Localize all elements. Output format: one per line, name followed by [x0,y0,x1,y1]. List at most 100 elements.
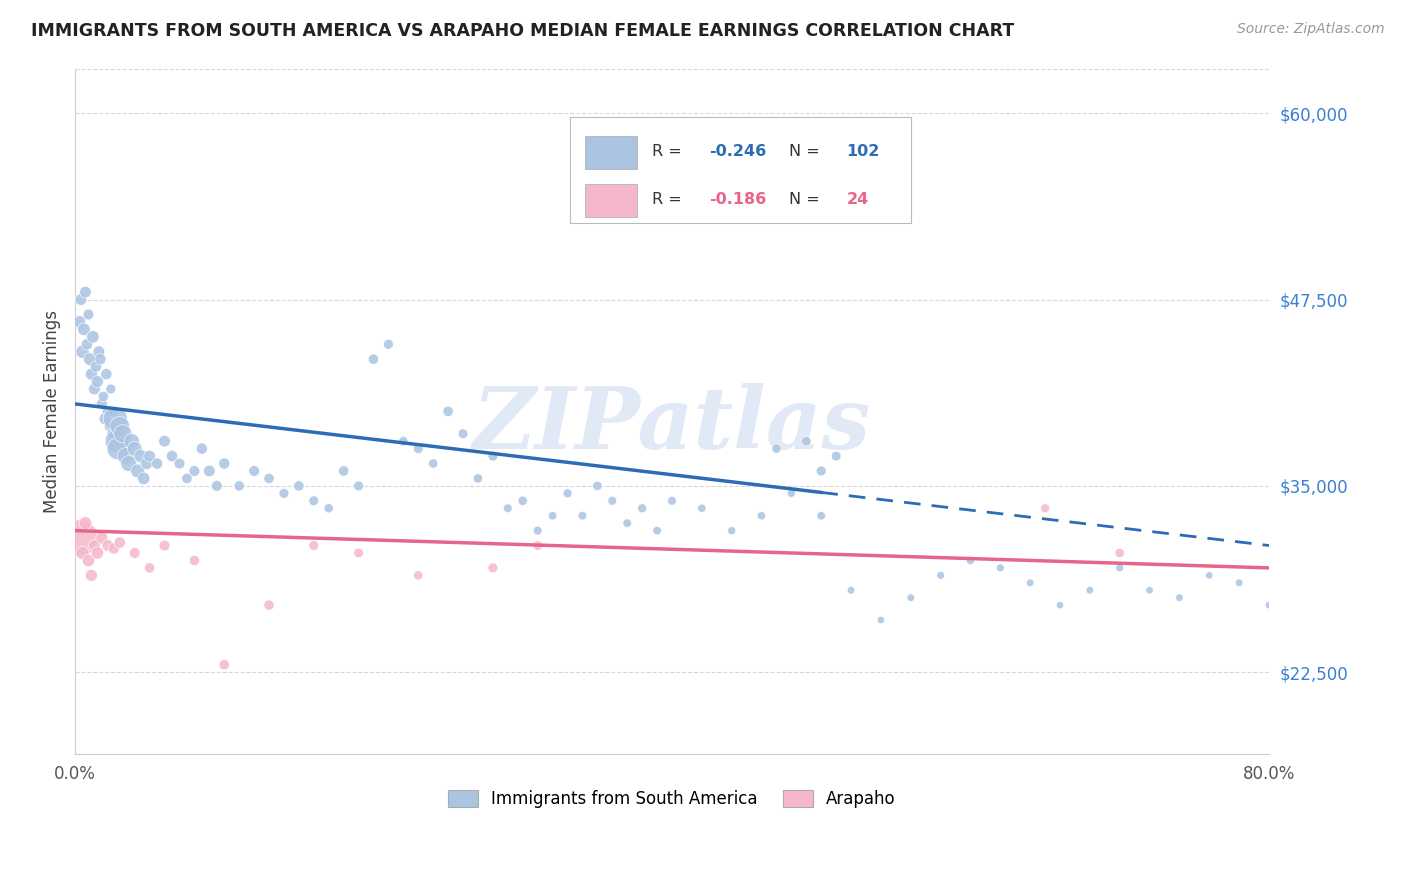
Point [720,524,742,538]
Point [839,583,862,598]
Point [810,508,832,523]
Point [135,457,157,471]
Point [751,508,773,523]
FancyBboxPatch shape [571,117,911,223]
Point [332,464,354,478]
Point [302,539,325,553]
Point [75,516,97,531]
Point [103,541,125,556]
Text: N =: N = [789,145,825,159]
Point [825,449,848,463]
Point [392,434,415,449]
Point [1019,575,1042,590]
Point [75,285,97,299]
Point [80,568,103,582]
Point [97,404,120,418]
Text: -0.246: -0.246 [709,145,766,159]
Point [105,434,128,449]
Point [1258,598,1281,612]
Point [82,330,104,344]
Point [586,479,609,493]
Point [69,315,91,329]
Point [108,419,131,434]
Point [243,464,266,478]
Point [347,546,370,560]
Point [191,442,214,456]
Point [288,479,311,493]
Point [765,442,787,456]
Point [183,553,205,567]
Text: R =: R = [652,192,686,207]
Point [959,553,981,567]
Point [72,546,94,560]
Point [108,535,131,549]
Point [1198,568,1220,582]
Point [87,344,110,359]
Point [77,308,100,322]
Point [347,479,370,493]
Point [616,516,638,531]
Point [146,457,169,471]
Point [198,464,221,478]
Point [72,344,94,359]
Point [90,531,112,545]
Point [988,561,1011,575]
Point [76,337,98,351]
Point [257,471,280,485]
Point [138,561,160,575]
Point [1108,546,1130,560]
Point [84,359,107,374]
Point [1168,591,1191,605]
Point [526,524,548,538]
Point [93,389,115,403]
Point [100,382,122,396]
Point [212,457,235,471]
Point [631,501,654,516]
Point [526,539,548,553]
Point [118,457,141,471]
Point [111,426,134,441]
Point [183,464,205,478]
Point [482,449,505,463]
Point [794,434,817,449]
Point [86,375,108,389]
Point [212,657,235,672]
Point [160,449,183,463]
Point [810,464,832,478]
Point [318,501,340,516]
Point [79,352,101,367]
Text: 24: 24 [846,192,869,207]
Point [176,471,198,485]
Point [437,404,460,418]
Point [302,493,325,508]
Point [124,442,146,456]
Point [363,352,385,367]
Point [1139,583,1161,598]
Text: N =: N = [789,192,825,207]
Point [1049,598,1071,612]
Point [1227,575,1250,590]
Point [86,546,108,560]
Point [571,508,593,523]
Point [70,293,93,307]
Point [169,457,191,471]
Text: 102: 102 [846,145,880,159]
Point [96,367,118,381]
Point [132,471,155,485]
Point [153,434,176,449]
Point [541,508,564,523]
Text: IMMIGRANTS FROM SOUTH AMERICA VS ARAPAHO MEDIAN FEMALE EARNINGS CORRELATION CHAR: IMMIGRANTS FROM SOUTH AMERICA VS ARAPAHO… [31,22,1014,40]
Y-axis label: Median Female Earnings: Median Female Earnings [44,310,60,513]
Point [557,486,579,500]
Legend: Immigrants from South America, Arapaho: Immigrants from South America, Arapaho [441,783,903,814]
Point [482,561,505,575]
Point [228,479,250,493]
Point [422,457,444,471]
Point [870,613,893,627]
Point [98,419,121,434]
Point [406,442,429,456]
Point [780,486,803,500]
Point [929,568,952,582]
Point [101,426,124,441]
Point [94,412,117,426]
